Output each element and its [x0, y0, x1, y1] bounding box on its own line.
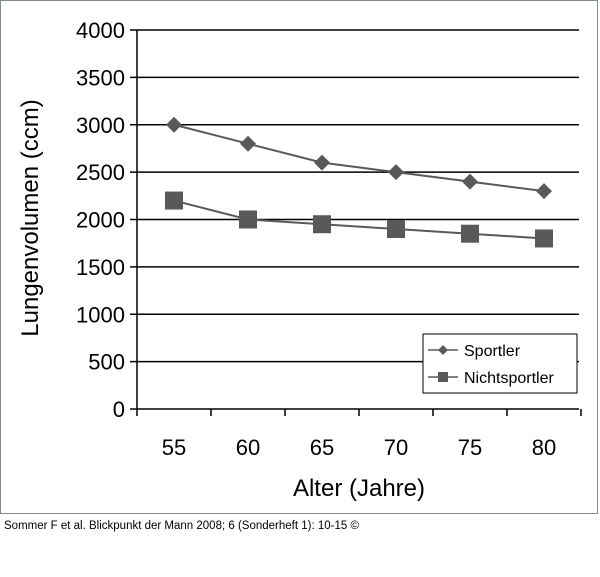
legend-label: Nichtsportler	[464, 370, 554, 387]
y-tick-label: 0	[113, 397, 125, 422]
legend-label: Sportler	[464, 343, 521, 360]
series-line	[173, 199, 545, 240]
axes	[130, 29, 582, 416]
legend: Sportler Nichtsportler	[422, 333, 578, 394]
series	[165, 116, 553, 248]
legend-box	[422, 333, 578, 394]
data-point	[387, 219, 405, 238]
x-tick-label: 60	[236, 435, 260, 460]
y-tick-label: 2500	[76, 160, 125, 185]
line-chart: 0 500 1000 1500 2000 2500 3000 3500 4000 55 60 65 7…	[17, 18, 582, 502]
y-tick-label: 3500	[76, 65, 125, 90]
legend-marker	[438, 345, 448, 355]
y-tick-labels: 0 500 1000 1500 2000 2500 3000 3500 4000	[76, 18, 125, 422]
y-tick-label: 1500	[76, 255, 125, 280]
gridlines	[137, 29, 579, 363]
data-point	[166, 116, 182, 133]
series-sportler	[166, 116, 552, 200]
x-tick-label: 75	[458, 435, 482, 460]
legend-marker	[438, 372, 448, 382]
x-tick-labels: 55 60 65 70 75 80	[162, 435, 556, 460]
figure-frame	[0, 0, 598, 514]
data-point	[314, 154, 330, 171]
y-axis-label: Lungenvolumen (ccm)	[17, 99, 44, 336]
data-point	[536, 183, 552, 200]
y-tick-label: 2000	[76, 208, 125, 233]
data-point	[240, 135, 256, 152]
x-tick-label: 55	[162, 435, 186, 460]
y-tick-label: 3000	[76, 113, 125, 138]
y-tick-label: 4000	[76, 18, 125, 43]
y-tick-label: 1000	[76, 302, 125, 327]
x-axis-label: Alter (Jahre)	[293, 475, 425, 502]
data-point	[461, 224, 479, 243]
data-point	[313, 215, 331, 234]
data-point	[535, 229, 553, 248]
series-line	[173, 123, 545, 193]
x-tick-label: 70	[384, 435, 408, 460]
data-point	[388, 164, 404, 181]
x-tick-label: 80	[532, 435, 556, 460]
data-point	[239, 210, 257, 229]
x-tick-label: 65	[310, 435, 334, 460]
series-nichtsportler	[165, 191, 553, 248]
data-point	[165, 191, 183, 210]
data-point	[462, 173, 478, 190]
source-caption: Sommer F et al. Blickpunkt der Mann 2008…	[4, 520, 359, 532]
y-tick-label: 500	[88, 350, 125, 375]
